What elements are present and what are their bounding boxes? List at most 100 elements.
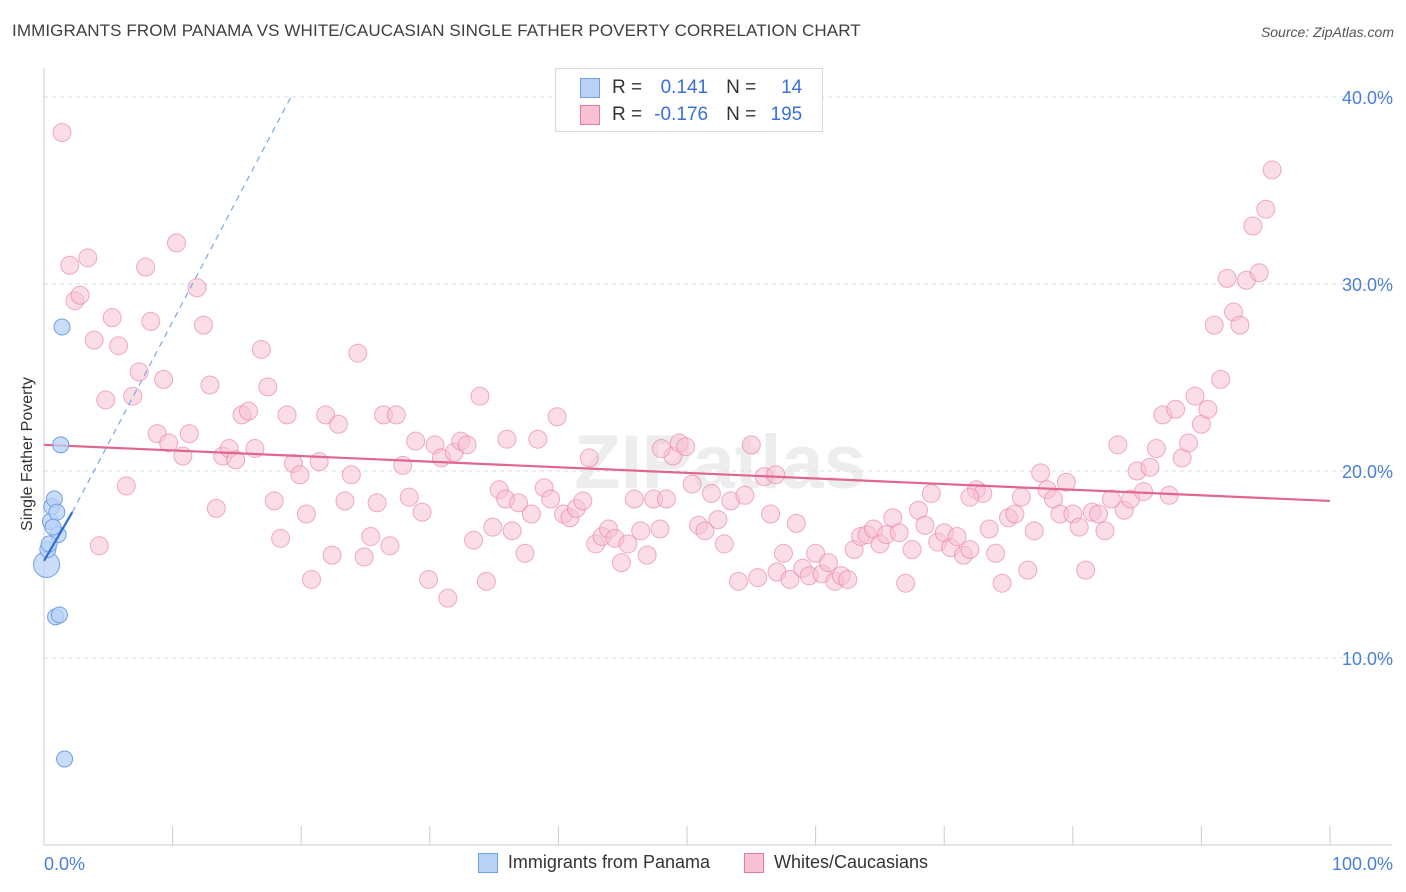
data-point-whites xyxy=(348,343,368,363)
legend-r-label: R = xyxy=(612,77,643,98)
data-point-whites xyxy=(159,433,179,453)
data-point-whites xyxy=(238,401,258,421)
legend-row-panama: R = 0.141 N = 14 xyxy=(580,77,802,99)
data-point-whites xyxy=(341,465,361,485)
data-point-whites xyxy=(695,521,715,541)
data-point-whites xyxy=(1179,433,1199,453)
data-point-whites xyxy=(1217,268,1237,288)
data-point-whites xyxy=(419,569,439,589)
y-axis-label: Single Father Poverty xyxy=(19,377,36,531)
data-point-whites xyxy=(271,528,291,548)
data-point-whites xyxy=(316,405,336,425)
data-point-whites xyxy=(947,526,967,546)
data-point-whites xyxy=(741,435,761,455)
trend-line-panama-extended xyxy=(71,96,292,513)
data-point-whites xyxy=(1198,399,1218,419)
data-point-whites xyxy=(1056,472,1076,492)
data-point-whites xyxy=(1005,504,1025,524)
data-point-whites xyxy=(1262,160,1282,180)
legend-n-value: 195 xyxy=(770,104,803,125)
legend-swatch-blue xyxy=(477,852,498,873)
y-tick-label: 20.0% xyxy=(1342,462,1393,482)
legend-item-panama[interactable]: Immigrants from Panama xyxy=(477,852,710,873)
data-point-whites xyxy=(902,540,922,560)
legend-r-value: -0.176 xyxy=(654,104,709,125)
data-point-whites xyxy=(380,536,400,556)
data-point-whites xyxy=(676,437,696,457)
data-point-whites xyxy=(386,405,406,425)
data-point-whites xyxy=(1024,521,1044,541)
data-point-whites xyxy=(251,339,271,359)
data-point-whites xyxy=(986,543,1006,563)
data-point-whites xyxy=(399,487,419,507)
data-point-panama xyxy=(48,503,66,521)
data-point-whites xyxy=(1146,439,1166,459)
data-point-whites xyxy=(521,504,541,524)
data-point-whites xyxy=(915,515,935,535)
data-point-whites xyxy=(651,439,671,459)
data-point-whites xyxy=(367,493,387,513)
data-point-whites xyxy=(84,330,104,350)
data-point-whites xyxy=(780,569,800,589)
legend-label-whites: Whites/Caucasians xyxy=(773,852,929,872)
data-point-whites xyxy=(483,517,503,537)
data-point-whites xyxy=(921,483,941,503)
data-point-whites xyxy=(502,521,522,541)
data-point-whites xyxy=(773,543,793,563)
data-point-whites xyxy=(322,545,342,565)
y-tick-label: 30.0% xyxy=(1342,275,1393,295)
data-point-whites xyxy=(141,311,161,331)
data-point-whites xyxy=(889,523,909,543)
data-point-whites xyxy=(193,315,213,335)
data-point-whites xyxy=(301,569,321,589)
data-point-whites xyxy=(766,465,786,485)
series-legend: Immigrants from Panama Whites/Caucasians xyxy=(0,852,1406,873)
legend-swatch-blue xyxy=(580,78,600,98)
data-point-whites xyxy=(296,504,316,524)
x-tick-label-max: 100.0% xyxy=(1332,854,1393,874)
data-point-whites xyxy=(470,386,490,406)
legend-label-panama: Immigrants from Panama xyxy=(507,852,710,872)
data-point-whites xyxy=(200,375,220,395)
data-point-whites xyxy=(1095,521,1115,541)
data-point-whites xyxy=(1089,504,1109,524)
data-point-whites xyxy=(714,534,734,554)
data-point-whites xyxy=(1243,216,1263,236)
data-point-whites xyxy=(226,450,246,470)
data-point-whites xyxy=(735,485,755,505)
data-point-whites xyxy=(264,491,284,511)
trend-line-panama xyxy=(43,511,74,562)
data-point-whites xyxy=(1108,435,1128,455)
data-point-whites xyxy=(393,455,413,475)
data-point-whites xyxy=(136,257,156,277)
data-point-whites xyxy=(1159,485,1179,505)
legend-r-label: R = xyxy=(612,104,643,125)
data-point-whites xyxy=(109,336,129,356)
data-point-whites xyxy=(624,489,644,509)
data-point-whites xyxy=(116,476,136,496)
data-point-whites xyxy=(1249,263,1269,283)
data-point-whites xyxy=(1166,399,1186,419)
data-point-whites xyxy=(60,255,80,275)
data-point-whites xyxy=(728,571,748,591)
data-point-whites xyxy=(166,233,186,253)
legend-item-whites[interactable]: Whites/Caucasians xyxy=(743,852,929,873)
data-point-whites xyxy=(354,547,374,567)
data-point-whites xyxy=(1140,457,1160,477)
data-point-whites xyxy=(701,483,721,503)
data-point-whites xyxy=(708,510,728,530)
data-point-whites xyxy=(309,452,329,472)
data-point-whites xyxy=(328,414,348,434)
x-tick-label-min: 0.0% xyxy=(44,854,85,874)
data-point-whites xyxy=(406,431,426,451)
legend-n-label: N = xyxy=(726,77,757,98)
legend-row-whites: R = -0.176 N = 195 xyxy=(580,104,802,126)
data-point-whites xyxy=(573,491,593,511)
data-point-whites xyxy=(96,390,116,410)
data-point-whites xyxy=(748,568,768,588)
data-point-whites xyxy=(497,429,517,449)
data-point-whites xyxy=(1204,315,1224,335)
data-point-whites xyxy=(52,123,72,143)
data-point-whites xyxy=(1018,560,1038,580)
